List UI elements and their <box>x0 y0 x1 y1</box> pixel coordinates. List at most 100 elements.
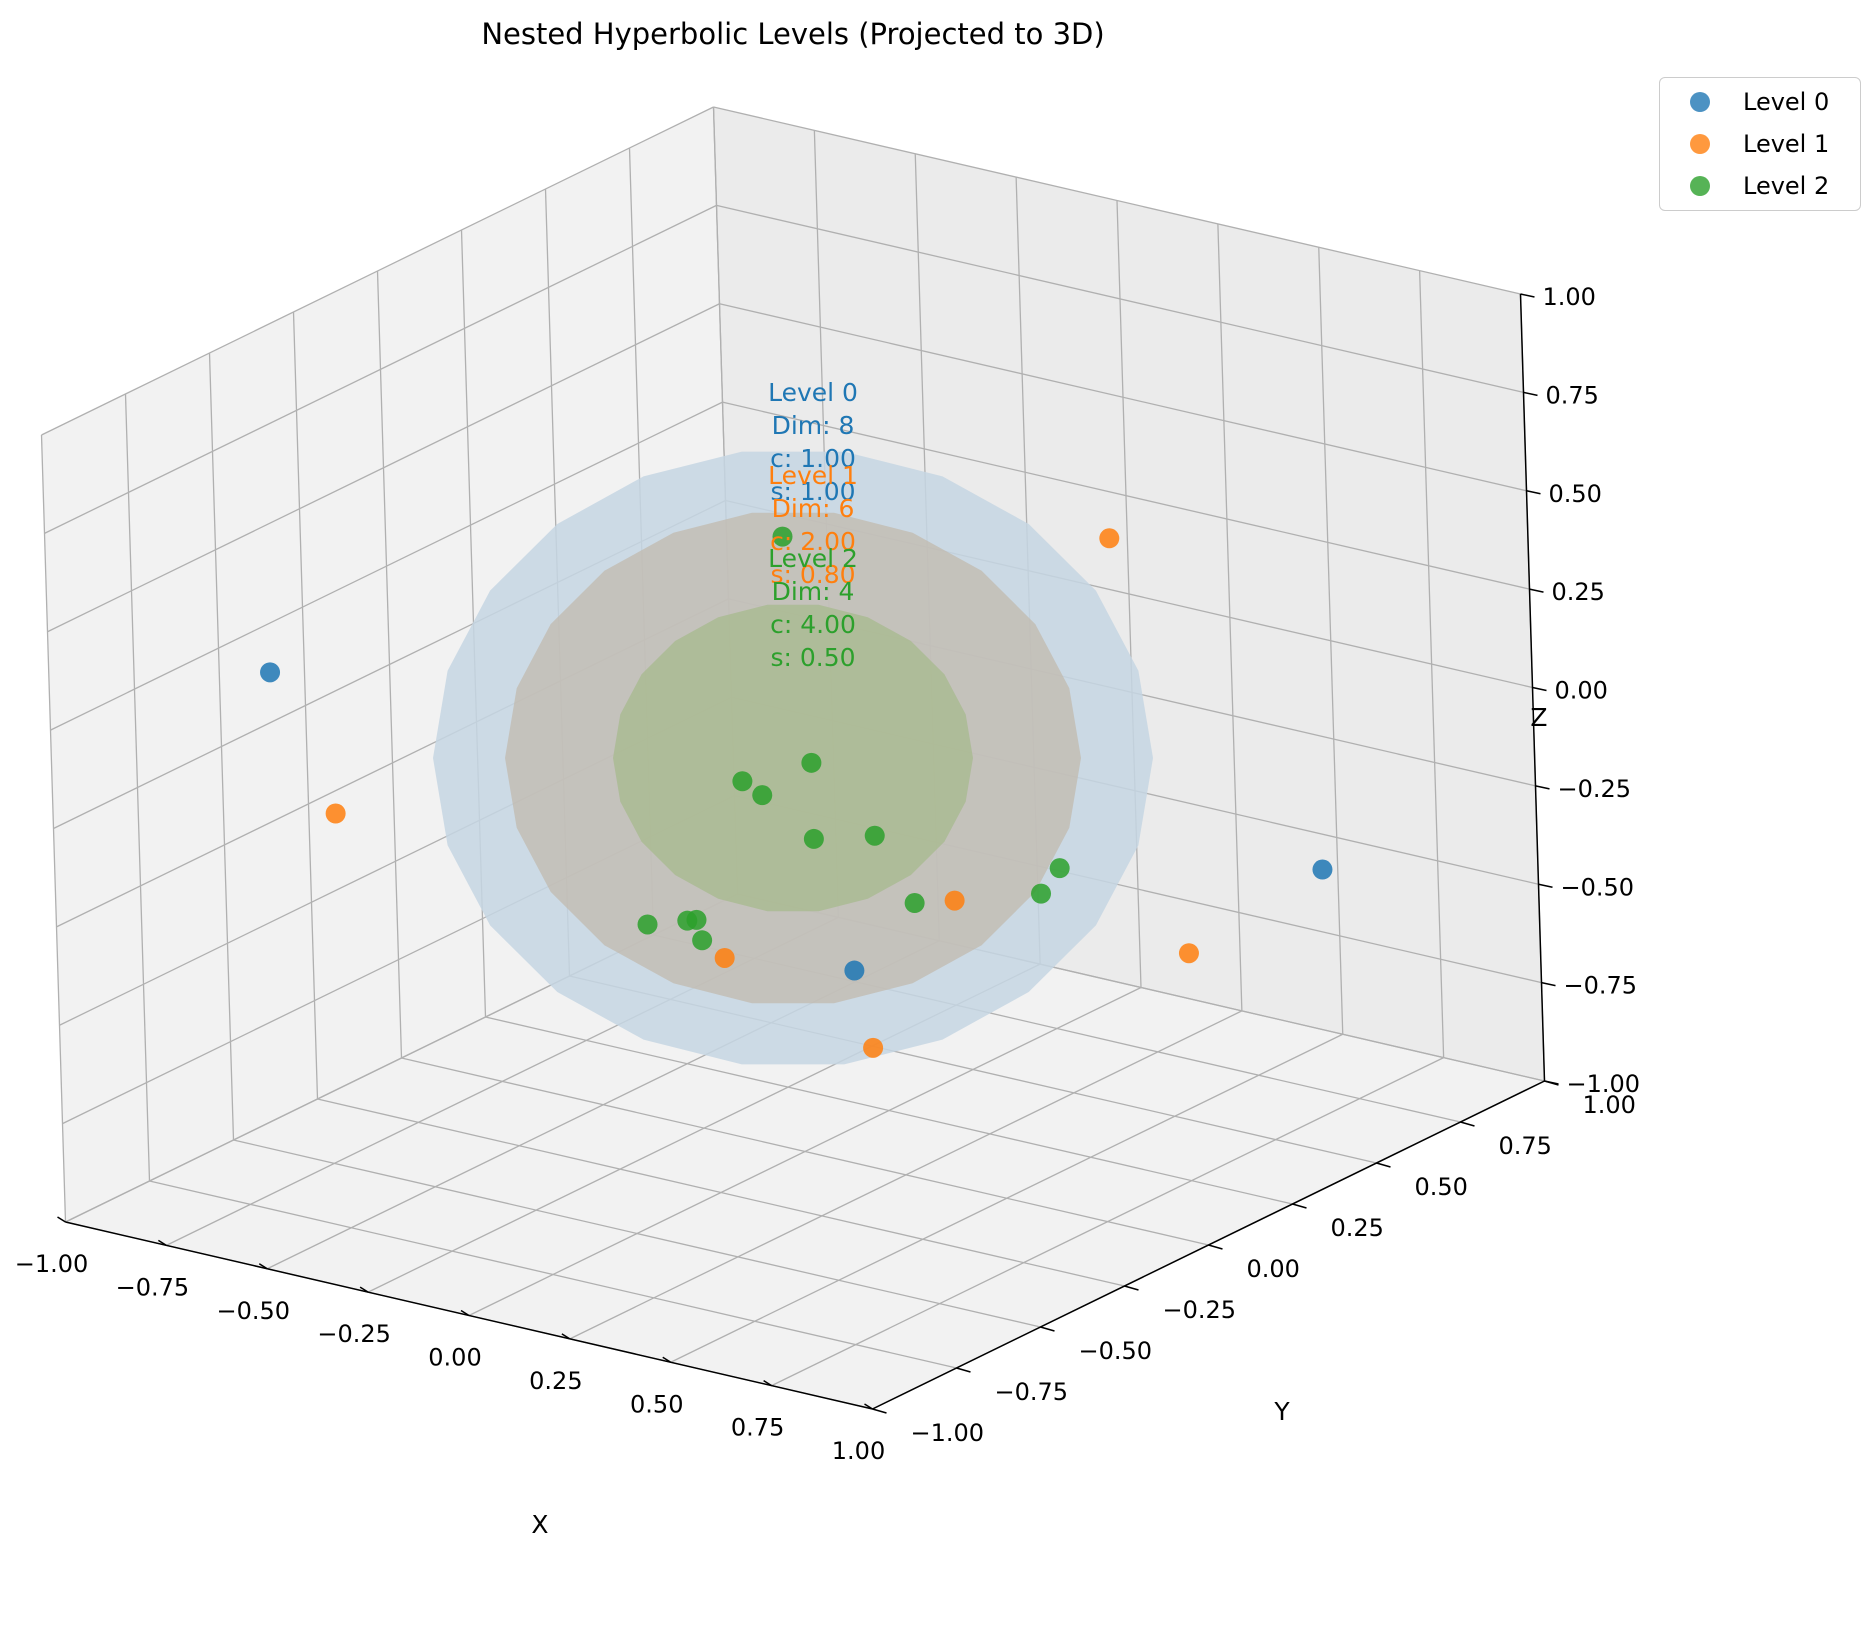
z-tick-label: −0.75 <box>1564 972 1638 1000</box>
legend-marker-level-0 <box>1690 92 1710 112</box>
x-tick-label: 1.00 <box>832 1437 885 1465</box>
scatter-points <box>260 526 1333 1058</box>
annotation-level-1-line: Dim: 6 <box>772 494 855 523</box>
z-tick-mark <box>1523 391 1538 397</box>
z-tick-mark <box>1526 490 1541 495</box>
z-tick-label: 0.25 <box>1552 578 1605 606</box>
annotation-level-2-line: s: 0.50 <box>770 643 855 672</box>
z-tick-mark <box>1538 883 1553 888</box>
legend-item-level-0: Level 0 <box>1660 82 1829 122</box>
x-tick-label: 0.00 <box>428 1344 481 1372</box>
grid-line-floor-x <box>771 1057 1444 1387</box>
grid-line-back-x <box>1217 223 1243 1011</box>
point-level-1 <box>1099 528 1120 549</box>
x-tick-label: −1.00 <box>15 1250 89 1278</box>
grid-line-floor-x <box>670 1033 1344 1363</box>
point-level-2 <box>1031 883 1052 904</box>
point-level-2 <box>803 828 824 849</box>
grid-line-left-z <box>50 401 723 731</box>
z-tick-label: 1.00 <box>1543 283 1596 311</box>
y-tick-label: 0.25 <box>1331 1214 1384 1242</box>
y-tick-mark <box>1376 1162 1391 1168</box>
y-tick-mark <box>1544 1080 1559 1086</box>
point-level-2 <box>752 785 773 806</box>
point-level-2 <box>692 930 713 951</box>
annotation-level-2-line: Level 2 <box>768 544 858 573</box>
x-tick-mark <box>359 1286 369 1293</box>
z-tick-mark <box>1535 785 1550 790</box>
legend: Level 0 Level 1 Level 2 <box>1659 77 1861 211</box>
z-tick-label: 0.50 <box>1549 480 1602 508</box>
point-level-2 <box>864 825 885 846</box>
y-tick-mark <box>872 1408 887 1414</box>
chart-title: Nested Hyperbolic Levels (Projected to 3… <box>481 17 1104 51</box>
legend-label-level-2: Level 2 <box>1743 172 1830 200</box>
y-tick-mark <box>1040 1326 1055 1332</box>
annotation-level-0-line: s: 1.00 <box>770 477 855 506</box>
point-level-2 <box>637 914 658 935</box>
z-tick-label: −0.50 <box>1561 873 1635 901</box>
annotation-level-1-line: Level 1 <box>768 461 858 490</box>
legend-marker-level-1 <box>1690 134 1710 154</box>
x-tick-label: 0.25 <box>529 1367 582 1395</box>
z-tick-label: −1.00 <box>1567 1070 1641 1098</box>
axes: −1.00 −1.00 −1.00 −0.75 −0.75 −0.75 −0.50 −0.50… <box>15 283 1640 1465</box>
annotation-level-0-line: Level 0 <box>768 378 858 407</box>
legend-item-level-2: Level 2 <box>1660 166 1829 206</box>
grid-line-floor-y <box>401 1057 1209 1246</box>
legend-item-level-1: Level 1 <box>1660 124 1829 164</box>
y-tick-label: −1.00 <box>911 1419 985 1447</box>
z-tick-mark <box>1520 293 1535 298</box>
point-level-1 <box>944 890 965 911</box>
y-tick-mark <box>1292 1203 1307 1209</box>
annotation-level-2-line: Dim: 4 <box>772 577 855 606</box>
point-level-2 <box>904 893 925 914</box>
x-tick-label: −0.75 <box>116 1273 190 1301</box>
legend-marker-level-2 <box>1690 176 1710 196</box>
grid-line-left-z <box>41 106 714 436</box>
y-tick-label: 0.75 <box>1499 1132 1552 1160</box>
y-tick-label: 1.00 <box>1583 1091 1636 1119</box>
annotation-level-1-line: s: 0.80 <box>770 560 855 589</box>
annotation-level-0-line: Dim: 8 <box>772 411 855 440</box>
point-level-2 <box>686 909 707 930</box>
z-tick-label: 0.75 <box>1546 381 1599 409</box>
z-tick-mark <box>1532 686 1547 692</box>
x-tick-mark <box>662 1356 672 1363</box>
x-tick-mark <box>763 1379 773 1387</box>
annotation-level-0-line: c: 1.00 <box>770 444 856 473</box>
point-level-1 <box>1178 943 1199 964</box>
y-axis-label: Y <box>1273 1397 1290 1426</box>
x-tick-label: 0.75 <box>731 1414 784 1442</box>
x-tick-label: −0.25 <box>317 1320 391 1348</box>
x-tick-mark <box>561 1333 571 1340</box>
x-tick-mark <box>864 1403 873 1410</box>
point-level-2 <box>1049 858 1070 879</box>
grid-line-left-z <box>44 204 717 534</box>
point-level-2 <box>732 771 753 792</box>
annotation-level-2-line: c: 4.00 <box>770 610 856 639</box>
z-tick-label: −0.25 <box>1558 775 1632 803</box>
y-tick-mark <box>1208 1244 1223 1250</box>
z-tick-mark <box>1529 588 1544 593</box>
point-level-0 <box>1312 859 1333 880</box>
z-axis-label: Z <box>1530 703 1547 732</box>
y-tick-label: 0.00 <box>1247 1255 1300 1283</box>
grid-line-back-x <box>1318 247 1344 1035</box>
y-tick-mark <box>1124 1285 1139 1291</box>
grid-line-back-z <box>722 401 1530 590</box>
point-level-1 <box>863 1037 884 1058</box>
x-tick-mark <box>157 1239 167 1247</box>
legend-label-level-0: Level 0 <box>1743 88 1830 116</box>
y-tick-mark <box>956 1367 971 1373</box>
x-tick-mark <box>460 1309 470 1317</box>
y-tick-label: −0.50 <box>1079 1337 1153 1365</box>
legend-label-level-1: Level 1 <box>1743 130 1830 158</box>
grid-line-floor-y <box>485 1016 1293 1205</box>
x-tick-label: −0.50 <box>216 1297 290 1325</box>
point-level-1 <box>325 803 346 824</box>
point-level-2 <box>801 752 822 773</box>
z-tick-label: 0.00 <box>1555 677 1608 705</box>
